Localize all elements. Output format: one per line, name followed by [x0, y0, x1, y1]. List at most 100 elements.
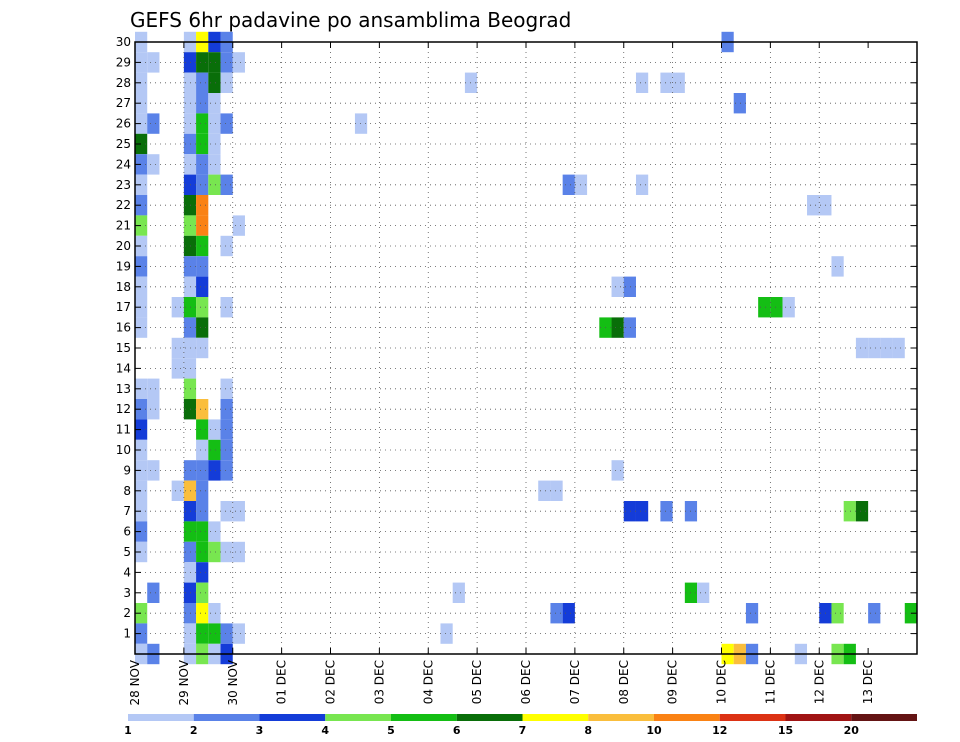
heatmap-cell — [196, 399, 209, 420]
color-legend-swatch — [128, 714, 194, 721]
heatmap-cell — [171, 337, 184, 359]
heatmap-cell — [196, 154, 209, 175]
heatmap-cell — [208, 623, 221, 644]
heatmap-cell — [208, 52, 221, 73]
heatmap-cell — [135, 501, 148, 522]
heatmap-cell — [183, 235, 197, 257]
heatmap-cell — [220, 419, 233, 440]
heatmap-cell — [208, 154, 221, 175]
heatmap-cell — [464, 72, 478, 93]
y-tick-label: 9 — [123, 463, 131, 477]
heatmap-cell — [183, 113, 197, 134]
heatmap-cell — [855, 501, 869, 522]
heatmap-cell — [220, 623, 233, 644]
heatmap-cell — [208, 419, 221, 440]
heatmap-cell — [220, 460, 233, 481]
y-tick-label: 7 — [123, 504, 131, 518]
heatmap-cell — [135, 603, 148, 624]
heatmap-cell — [550, 603, 563, 624]
color-legend-swatch — [522, 714, 589, 721]
heatmap-cell — [672, 72, 685, 93]
color-legend-swatch — [851, 714, 917, 721]
heatmap-cell — [183, 541, 197, 563]
heatmap-cell — [147, 52, 160, 73]
heatmap-cell — [611, 276, 624, 297]
color-legend-swatch — [325, 714, 391, 721]
y-tick-label: 12 — [116, 402, 131, 416]
heatmap-cell — [220, 297, 233, 318]
y-tick-label: 6 — [123, 525, 131, 539]
heatmap-cell — [220, 235, 233, 257]
heatmap-cell — [147, 378, 160, 399]
heatmap-cell — [147, 154, 160, 175]
y-tick-label: 17 — [116, 300, 131, 314]
heatmap-cell — [196, 52, 209, 73]
x-tick-label: 05 DEC — [470, 660, 484, 704]
color-legend-label: 3 — [256, 724, 264, 737]
heatmap-cell — [183, 154, 197, 175]
heatmap-cell — [220, 113, 233, 134]
heatmap-cell — [452, 582, 465, 603]
heatmap-cell — [220, 399, 233, 420]
heatmap-cell — [135, 460, 148, 481]
heatmap-cell — [635, 501, 649, 522]
heatmap-cell — [135, 195, 148, 216]
y-tick-label: 25 — [116, 137, 131, 151]
heatmap-cell — [660, 72, 673, 93]
y-tick-label: 4 — [123, 565, 131, 579]
heatmap-cell — [550, 480, 563, 501]
heatmap-cell — [611, 317, 624, 338]
heatmap-cell — [868, 603, 881, 624]
heatmap-cell — [623, 317, 636, 338]
heatmap-cell — [208, 460, 221, 481]
heatmap-cell — [183, 174, 197, 195]
heatmap-cell — [183, 378, 197, 399]
heatmap-cell — [208, 439, 221, 461]
x-tick-label: 12 DEC — [812, 660, 826, 704]
heatmap-cell — [196, 501, 209, 522]
heatmap-cell — [831, 603, 844, 624]
heatmap-cell — [208, 72, 221, 93]
heatmap-cell — [196, 562, 209, 583]
heatmap-cell — [183, 337, 197, 359]
heatmap-cell — [855, 337, 869, 359]
heatmap-cell — [196, 521, 209, 542]
x-tick-label: 02 DEC — [324, 660, 338, 704]
color-legend-swatch — [588, 714, 654, 721]
heatmap-cell — [135, 235, 148, 257]
color-legend-label: 7 — [519, 724, 527, 737]
heatmap-cell — [147, 460, 160, 481]
heatmap-cell — [183, 195, 197, 216]
heatmap-cell — [135, 399, 148, 420]
color-legend-label: 20 — [844, 724, 860, 737]
heatmap-cell — [196, 317, 209, 338]
heatmap-cell — [183, 133, 197, 155]
heatmap-cell — [697, 582, 710, 603]
heatmap-cell — [807, 195, 820, 216]
x-tick-label: 29 NOV — [177, 659, 191, 705]
heatmap-cell — [147, 582, 160, 603]
heatmap-cell — [196, 235, 209, 257]
heatmap-cell — [135, 297, 148, 318]
heatmap-cell — [220, 501, 233, 522]
heatmap-cell — [183, 276, 197, 297]
heatmap-cell — [135, 317, 148, 338]
heatmap-cell — [135, 541, 148, 563]
heatmap-cell — [183, 93, 197, 114]
heatmap-cell — [135, 480, 148, 501]
heatmap-cell — [183, 582, 197, 603]
x-tick-label: 13 DEC — [861, 660, 875, 704]
heatmap-cell — [196, 297, 209, 318]
heatmap-cell — [183, 399, 197, 420]
heatmap-cell — [220, 541, 233, 563]
heatmap-cell — [660, 501, 673, 522]
heatmap-cell — [611, 460, 624, 481]
heatmap-cell — [892, 337, 905, 359]
heatmap-cell — [183, 72, 197, 93]
heatmap-cell — [171, 358, 184, 379]
color-legend-label: 5 — [387, 724, 395, 737]
y-tick-label: 30 — [116, 35, 131, 49]
heatmap-cell — [440, 623, 453, 644]
heatmap-cell — [220, 72, 233, 93]
y-tick-label: 26 — [116, 117, 131, 131]
